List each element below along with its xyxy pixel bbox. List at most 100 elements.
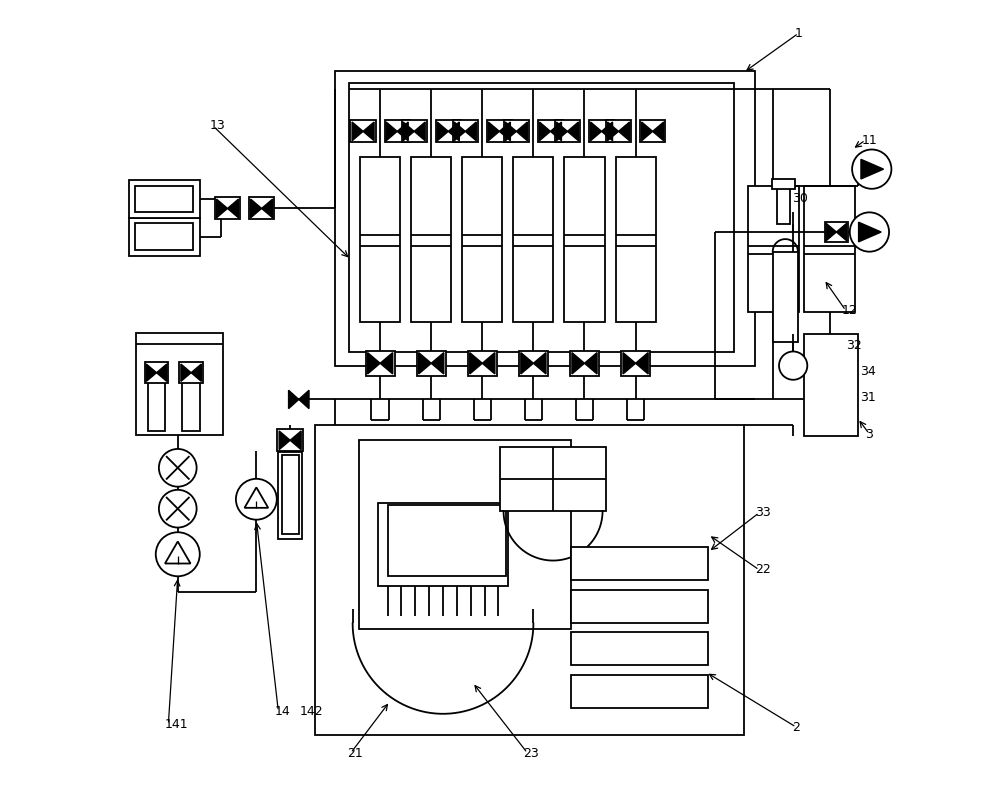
Polygon shape	[550, 122, 561, 140]
Polygon shape	[289, 391, 299, 409]
Text: 14: 14	[274, 705, 290, 718]
Polygon shape	[488, 122, 499, 140]
Bar	[571, 589, 708, 622]
Polygon shape	[636, 353, 648, 374]
Polygon shape	[191, 364, 201, 382]
Text: 30: 30	[792, 192, 808, 205]
Text: 31: 31	[860, 391, 876, 403]
Polygon shape	[397, 122, 408, 140]
Bar	[378, 503, 508, 585]
Polygon shape	[584, 353, 597, 374]
Bar	[388, 504, 506, 577]
Bar	[504, 120, 529, 143]
Polygon shape	[591, 122, 602, 140]
Bar	[135, 224, 193, 250]
Bar	[349, 83, 734, 352]
Circle shape	[159, 490, 197, 528]
Bar	[129, 180, 200, 218]
Polygon shape	[470, 353, 482, 374]
Text: 2: 2	[792, 721, 800, 734]
Polygon shape	[533, 353, 546, 374]
Text: 3: 3	[865, 427, 873, 440]
Polygon shape	[454, 122, 465, 140]
Bar	[278, 452, 302, 539]
Polygon shape	[437, 122, 448, 140]
Polygon shape	[619, 122, 630, 140]
Bar	[804, 186, 855, 312]
Bar	[570, 350, 599, 376]
Text: 142: 142	[300, 705, 323, 718]
Bar	[145, 363, 168, 383]
Bar	[179, 363, 203, 383]
Polygon shape	[157, 364, 167, 382]
Bar	[589, 120, 614, 143]
Bar	[748, 186, 799, 312]
Polygon shape	[419, 353, 431, 374]
Bar	[366, 350, 395, 376]
Polygon shape	[414, 122, 425, 140]
Text: 33: 33	[755, 506, 771, 519]
Bar	[777, 181, 790, 224]
Polygon shape	[448, 122, 459, 140]
Bar	[519, 350, 548, 376]
Circle shape	[850, 213, 889, 252]
Bar	[621, 350, 650, 376]
Polygon shape	[602, 122, 613, 140]
Polygon shape	[505, 122, 516, 140]
Polygon shape	[217, 199, 228, 218]
Polygon shape	[608, 122, 619, 140]
Bar	[571, 547, 708, 580]
Polygon shape	[521, 353, 533, 374]
Bar	[640, 120, 665, 143]
Bar	[564, 157, 605, 322]
Bar	[402, 120, 427, 143]
Polygon shape	[836, 223, 847, 241]
Polygon shape	[352, 122, 363, 140]
Polygon shape	[623, 353, 636, 374]
Polygon shape	[861, 160, 884, 179]
Polygon shape	[572, 353, 584, 374]
Bar	[453, 120, 478, 143]
Text: 141: 141	[164, 719, 188, 731]
Bar	[417, 350, 446, 376]
Polygon shape	[539, 122, 550, 140]
Polygon shape	[642, 122, 653, 140]
Bar	[538, 120, 563, 143]
Bar	[571, 632, 708, 665]
Polygon shape	[386, 122, 397, 140]
Polygon shape	[146, 364, 157, 382]
Bar	[359, 440, 571, 629]
Circle shape	[779, 351, 807, 380]
Polygon shape	[290, 431, 301, 450]
Text: 23: 23	[524, 747, 539, 759]
Polygon shape	[516, 122, 527, 140]
Bar	[135, 185, 193, 213]
Bar	[468, 350, 497, 376]
Circle shape	[156, 533, 200, 577]
Bar	[487, 120, 512, 143]
Bar	[462, 157, 502, 322]
Bar	[500, 447, 606, 511]
Polygon shape	[228, 199, 239, 218]
Text: 21: 21	[347, 747, 362, 759]
Bar	[616, 157, 656, 322]
Bar	[182, 382, 200, 431]
Bar	[804, 334, 858, 436]
Polygon shape	[567, 122, 578, 140]
Bar	[571, 674, 708, 707]
Bar	[249, 197, 274, 220]
Polygon shape	[482, 353, 495, 374]
Text: 11: 11	[862, 134, 877, 147]
Polygon shape	[653, 122, 664, 140]
Polygon shape	[465, 122, 476, 140]
Bar	[215, 197, 240, 220]
Bar	[773, 252, 798, 342]
Polygon shape	[181, 364, 191, 382]
Bar	[606, 120, 631, 143]
Bar	[148, 382, 165, 431]
Polygon shape	[431, 353, 444, 374]
Text: 34: 34	[860, 365, 876, 378]
Bar	[436, 120, 461, 143]
Polygon shape	[380, 353, 393, 374]
Bar	[136, 333, 223, 435]
